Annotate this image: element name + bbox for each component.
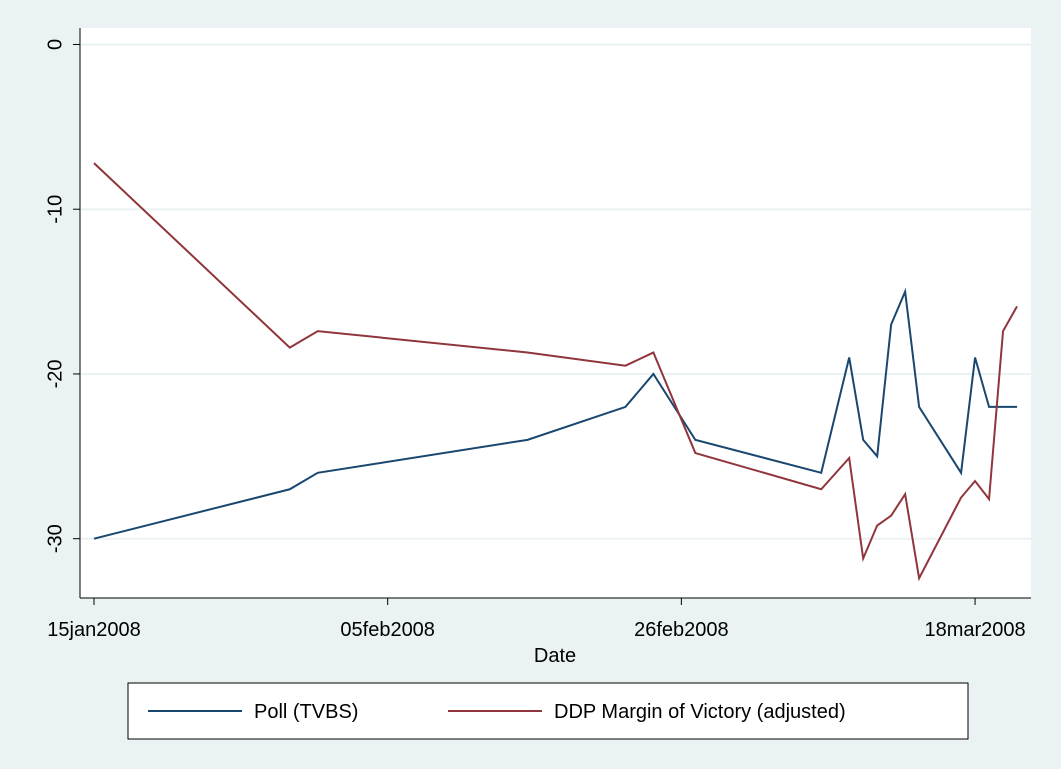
legend (127, 682, 969, 740)
x-tick-label: 05feb2008 (340, 619, 435, 641)
x-axis-title: Date (534, 645, 576, 667)
series-line (93, 287, 1018, 540)
legend-label: Poll (TVBS) (254, 701, 358, 723)
x-tick-label: 18mar2008 (924, 619, 1025, 641)
plot-area (80, 28, 1031, 598)
x-tick-label: 15jan2008 (47, 619, 140, 641)
legend-label: DDP Margin of Victory (adjusted) (554, 701, 846, 723)
y-tick-label: -30 (44, 524, 66, 553)
x-tick-label: 26feb2008 (634, 619, 729, 641)
y-tick-label: 0 (44, 39, 66, 50)
series-line (93, 162, 1018, 582)
y-tick-label: -20 (44, 360, 66, 389)
y-tick-label: -10 (44, 195, 66, 224)
